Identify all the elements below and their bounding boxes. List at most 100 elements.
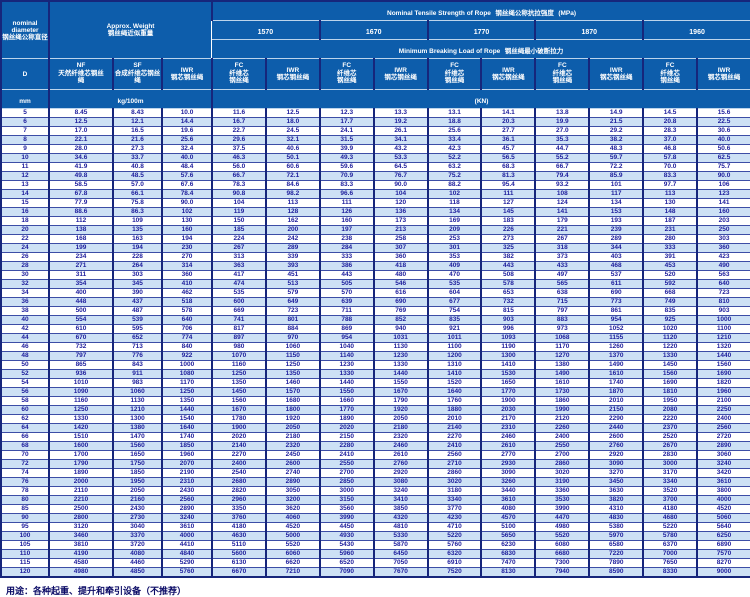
table-cell: 2820 [211, 486, 266, 496]
table-cell: 1060 [112, 387, 162, 397]
table-cell: 68.3 [480, 162, 536, 172]
table-cell: 27.7 [480, 126, 536, 136]
cell-diameter: 54 [1, 378, 49, 388]
table-cell: 535 [211, 288, 266, 298]
table-cell: 284 [318, 243, 374, 253]
breaking-title-en: Minimum Breaking Load of Rope [398, 48, 501, 55]
table-cell: 4680 [642, 513, 698, 523]
table-cell: 713 [112, 342, 162, 352]
header-strength-1770: 1770 [426, 20, 536, 40]
table-cell: 2310 [160, 477, 213, 487]
table-cell: 1820 [696, 378, 750, 388]
table-cell: 1330 [48, 414, 113, 424]
table-cell: 4230 [426, 513, 482, 523]
cell-diameter: 9 [1, 144, 49, 154]
table-cell: 1060 [264, 342, 320, 352]
table-cell: 2150 [318, 432, 374, 442]
table-cell: 1560 [696, 360, 750, 370]
table-cell: 66.7 [211, 171, 266, 181]
table-cell: 2250 [696, 405, 750, 415]
tensile-title-unit: (MPa) [558, 10, 577, 17]
table-cell: 90.0 [160, 198, 213, 208]
table-cell: 1740 [588, 378, 644, 388]
table-cell: 2740 [264, 468, 320, 478]
table-cell: 239 [588, 225, 644, 235]
table-cell: 537 [588, 270, 644, 280]
table-cell: 443 [480, 261, 536, 271]
table-cell: 18.0 [264, 117, 320, 127]
table-cell: 921 [426, 324, 482, 334]
table-cell: 437 [112, 297, 162, 307]
cell-diameter: 105 [1, 540, 49, 550]
table-cell: 160 [696, 207, 750, 217]
table-cell: 610 [48, 324, 113, 334]
table-cell: 1440 [696, 351, 750, 361]
table-cell: 954 [588, 315, 644, 325]
table-cell: 17.7 [318, 117, 374, 127]
table-cell: 1310 [426, 360, 482, 370]
table-cell: 134 [426, 207, 482, 217]
table-cell: 817 [211, 324, 266, 334]
table-cell: 2930 [480, 459, 536, 469]
table-cell: 4810 [372, 522, 428, 532]
header-col-sf: SF 合成纤维芯钢丝绳 [112, 58, 162, 90]
table-cell: 2260 [534, 423, 590, 433]
table-cell: 34.6 [48, 153, 113, 163]
table-cell: 32.1 [264, 135, 320, 145]
header-col-iwr-1570: IWR 钢芯钢丝绳 [264, 58, 320, 90]
table-cell: 7210 [264, 567, 320, 578]
table-cell: 127 [480, 198, 536, 208]
table-cell: 500 [48, 306, 113, 316]
table-cell: 2860 [426, 468, 482, 478]
table-cell: 3810 [48, 540, 113, 550]
approx-weight-en: Approx. Weight [106, 23, 155, 30]
table-cell: 835 [426, 315, 482, 325]
table-cell: 5430 [318, 540, 374, 550]
table-cell: 2860 [534, 459, 590, 469]
table-cell: 5110 [211, 540, 266, 550]
table-cell: 280 [642, 234, 698, 244]
table-cell: 1350 [211, 378, 266, 388]
table-cell: 1300 [480, 351, 536, 361]
table-cell: 4980 [534, 522, 590, 532]
cell-diameter: 74 [1, 468, 49, 478]
table-row: 5 8.45 8.43 10.0 11.6 12.5 12.3 13.3 13.1 14.1 13.… [1, 108, 750, 118]
table-cell: 363 [211, 261, 266, 271]
table-row: 78 2110 2050 2430 2820 3050 3000 3240 3180 3440 33… [1, 486, 750, 496]
table-cell: 3630 [588, 486, 644, 496]
table-cell: 2160 [112, 495, 162, 505]
table-cell: 199 [48, 243, 113, 253]
table-cell: 1410 [426, 369, 482, 379]
table-cell: 2600 [264, 459, 320, 469]
table-cell: 1610 [534, 378, 590, 388]
table-cell: 101 [588, 180, 644, 190]
table-cell: 2550 [534, 441, 590, 451]
table-cell: 1250 [160, 387, 213, 397]
table-cell: 1810 [642, 387, 698, 397]
table-cell: 79.4 [534, 171, 590, 181]
table-cell: 119 [211, 207, 266, 217]
table-cell: 1200 [426, 351, 482, 361]
table-cell: 5960 [318, 549, 374, 559]
table-cell: 353 [426, 252, 482, 262]
table-cell: 46.8 [642, 144, 698, 154]
table-row: 28 271 264 314 363 393 386 418 409 443 433 468 453 49… [1, 261, 750, 271]
table-cell: 185 [211, 225, 266, 235]
table-cell: 1120 [642, 333, 698, 343]
table-cell: 1140 [318, 351, 374, 361]
table-cell: 3420 [696, 468, 750, 478]
table-cell: 1230 [372, 351, 428, 361]
table-cell: 1770 [318, 405, 374, 415]
table-cell: 2270 [211, 450, 266, 460]
table-cell: 238 [318, 234, 374, 244]
table-cell: 203 [696, 216, 750, 226]
table-cell: 12.5 [264, 108, 320, 118]
table-row: 24 199 194 230 267 289 284 307 301 325 318 344 333 36… [1, 243, 750, 253]
table-cell: 653 [480, 288, 536, 298]
table-cell: 50.6 [696, 144, 750, 154]
table-cell: 2440 [588, 423, 644, 433]
table-cell: 4710 [426, 522, 482, 532]
table-cell: 57.8 [642, 153, 698, 163]
table-cell: 1020 [642, 324, 698, 334]
table-cell: 3240 [372, 486, 428, 496]
